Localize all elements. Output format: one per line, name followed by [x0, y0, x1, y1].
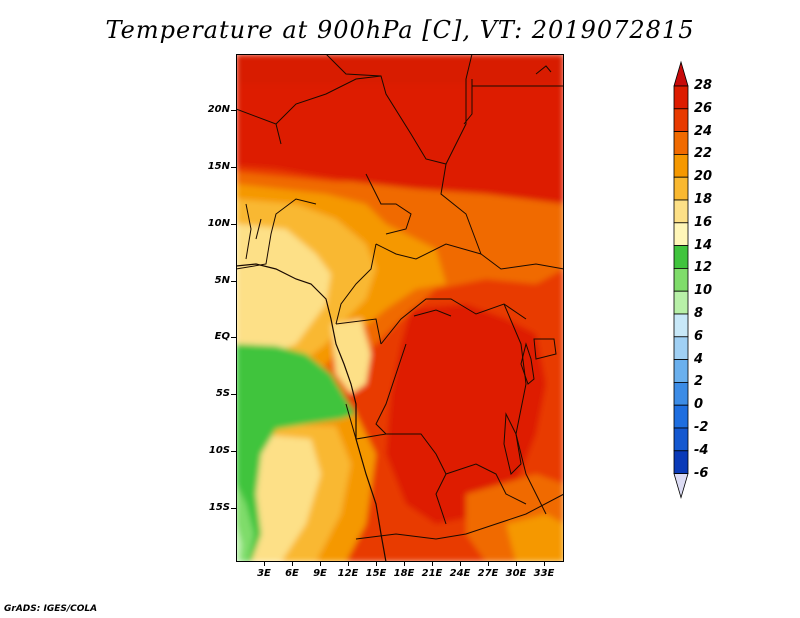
colorbar-level-label: 24 — [694, 123, 713, 139]
colorbar-level-label: 2 — [694, 374, 704, 390]
colorbar-level-label: 18 — [694, 192, 713, 207]
colorbar-level-label: 20 — [694, 169, 713, 185]
colorbar-box — [673, 108, 689, 132]
lat-label: 15S — [208, 502, 230, 513]
colorbar-level-label: 0 — [694, 397, 704, 413]
lon-label: 12E — [337, 568, 359, 579]
colorbar-box — [673, 313, 689, 338]
colorbar-level-label: -4 — [694, 442, 709, 458]
colorbar-bottom-triangle — [673, 473, 689, 500]
lat-label: EQ — [214, 331, 230, 342]
colorbar-level-label: 22 — [694, 146, 713, 162]
country-borders — [236, 54, 564, 562]
lon-label: 6E — [285, 568, 299, 579]
map-frame — [236, 54, 564, 562]
lat-label: 10N — [207, 218, 230, 229]
colorbar-box — [673, 85, 689, 110]
lon-label: 24E — [449, 568, 471, 579]
colorbar-box — [673, 290, 689, 315]
colorbar-level-label: 26 — [694, 100, 713, 116]
lon-label: 9E — [313, 568, 327, 579]
lat-label: 5N — [214, 275, 230, 286]
lat-label: 20N — [207, 104, 230, 115]
lon-label: 15E — [365, 568, 387, 579]
colorbar-top-triangle — [673, 60, 689, 87]
colorbar-level-label: 10 — [694, 283, 713, 299]
footer-credit: GrADS: IGES/COLA — [4, 604, 98, 614]
colorbar-box — [673, 336, 689, 360]
lon-label: 33E — [533, 568, 555, 579]
colorbar-box — [673, 450, 689, 474]
lat-label: 10S — [208, 445, 230, 456]
colorbar — [673, 60, 689, 500]
lat-label: 15N — [207, 161, 230, 172]
colorbar-box — [673, 381, 689, 406]
colorbar-level-label: -6 — [694, 465, 709, 481]
colorbar-level-label: 4 — [694, 351, 704, 367]
lon-label: 3E — [257, 568, 271, 579]
colorbar-level-label: 16 — [694, 214, 713, 230]
chart-title: Temperature at 900hPa [C], VT: 201907281… — [105, 16, 695, 44]
colorbar-box — [673, 359, 689, 383]
temperature-map — [236, 54, 564, 562]
colorbar-level-label: -2 — [694, 420, 709, 435]
lon-label: 21E — [421, 568, 443, 579]
lat-label: 5S — [215, 388, 230, 399]
colorbar-level-label: 14 — [694, 237, 713, 253]
colorbar-level-label: 28 — [694, 78, 713, 93]
colorbar-box — [673, 267, 689, 292]
lon-label: 30E — [505, 568, 527, 579]
colorbar-box — [673, 176, 689, 201]
colorbar-box — [673, 404, 689, 429]
lon-label: 18E — [393, 568, 415, 579]
colorbar-box — [673, 154, 689, 178]
colorbar-box — [673, 131, 689, 155]
colorbar-box — [673, 199, 689, 224]
colorbar-level-label: 8 — [694, 306, 704, 321]
colorbar-level-label: 12 — [694, 260, 713, 276]
lon-label: 27E — [477, 568, 499, 579]
colorbar-level-label: 6 — [694, 328, 704, 344]
colorbar-box — [673, 222, 689, 247]
colorbar-box — [673, 427, 689, 452]
colorbar-box — [673, 245, 689, 269]
